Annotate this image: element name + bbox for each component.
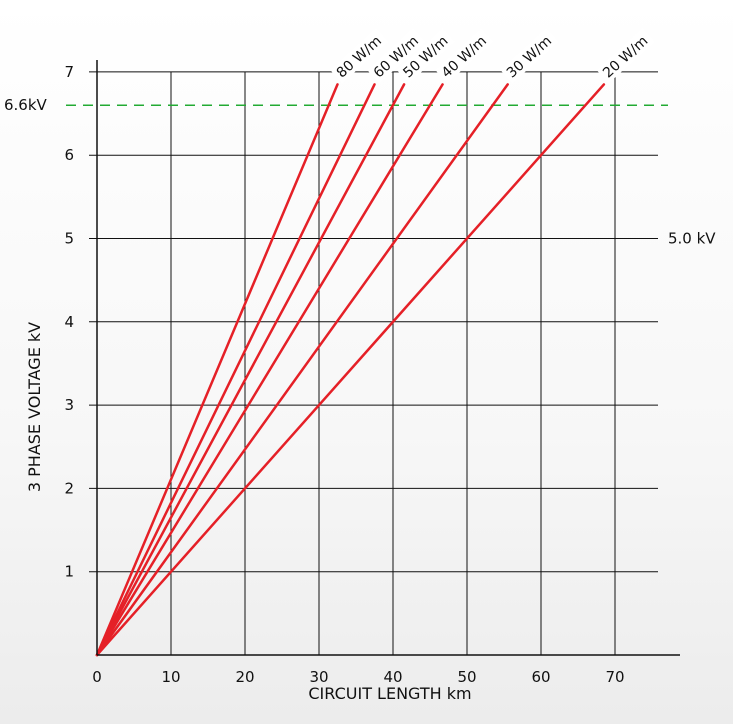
x-tick-label: 50 (457, 668, 476, 686)
y-axis-title: 3 PHASE VOLTAGE kV (25, 322, 44, 492)
x-axis-title: CIRCUIT LENGTH km (308, 684, 471, 703)
x-tick-label: 0 (92, 668, 102, 686)
y-tick-label: 7 (64, 63, 74, 81)
reference-label-5kv: 5.0 kV (668, 230, 716, 248)
y-tick-label: 1 (64, 563, 74, 581)
reference-lines: 6.6kV 5.0 kV (4, 96, 716, 247)
series-line-1 (95, 83, 376, 657)
x-tick-label: 60 (531, 668, 550, 686)
series-label-bg-3 (435, 28, 494, 84)
series-label-4: 30 W/m (504, 33, 555, 81)
series-label-group-5: 20 W/m (596, 28, 655, 84)
x-tick-label: 30 (309, 668, 328, 686)
series-label-5: 20 W/m (600, 33, 651, 81)
axes (96, 60, 680, 656)
series-label-bg-2 (396, 28, 455, 84)
reference-label-6-6kv: 6.6kV (4, 96, 48, 114)
series-lines: 80 W/m60 W/m50 W/m40 W/m 30 W/m 20 W/m (95, 28, 655, 657)
series-label-bg-0 (330, 28, 389, 84)
series-label-group-4: 30 W/m (500, 28, 559, 84)
x-tick-label: 20 (235, 668, 254, 686)
y-tick-label: 5 (64, 230, 74, 248)
series-line-5 (95, 83, 606, 657)
series-line-2 (95, 83, 406, 657)
series-label-bg-5 (596, 28, 655, 84)
series-line-3 (95, 83, 444, 657)
y-tick-label: 6 (64, 146, 74, 164)
tick-labels: 0 10 20 30 40 50 60 70 1 2 3 4 5 6 7 (64, 63, 624, 686)
y-tick-label: 4 (64, 313, 74, 331)
series-line-0 (95, 83, 339, 657)
x-tick-label: 10 (161, 668, 180, 686)
y-tick-label: 2 (64, 479, 74, 497)
x-tick-label: 40 (383, 668, 402, 686)
series-label-bg-4 (500, 28, 559, 84)
series-label-bg-1 (367, 28, 426, 84)
series-line-4 (95, 83, 509, 657)
y-tick-label: 3 (64, 396, 74, 414)
x-tick-label: 70 (605, 668, 624, 686)
